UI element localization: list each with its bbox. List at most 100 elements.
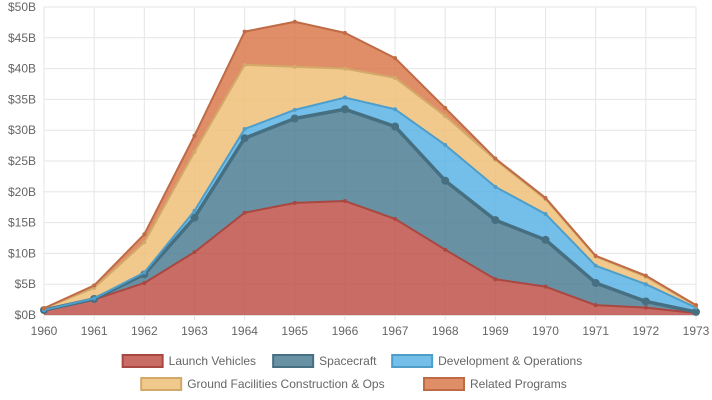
data-point-development-operations[interactable]: [393, 107, 398, 112]
x-tick-label: 1969: [482, 324, 509, 338]
x-tick-label: 1960: [31, 324, 58, 338]
data-point-related-programs[interactable]: [42, 306, 46, 311]
y-tick-label: $10B: [8, 246, 36, 260]
y-tick-label: $0B: [15, 308, 36, 322]
legend-label: Spacecraft: [319, 354, 377, 368]
data-point-launch-vehicles[interactable]: [142, 280, 147, 285]
data-point-spacecraft[interactable]: [340, 105, 349, 114]
data-point-launch-vehicles[interactable]: [292, 200, 297, 205]
data-point-ground-facilities-construction-ops[interactable]: [142, 240, 147, 245]
data-point-launch-vehicles[interactable]: [242, 210, 247, 215]
data-point-related-programs[interactable]: [242, 29, 247, 34]
data-point-related-programs[interactable]: [694, 303, 698, 308]
data-point-ground-facilities-construction-ops[interactable]: [292, 64, 297, 69]
data-point-launch-vehicles[interactable]: [342, 199, 347, 204]
data-point-development-operations[interactable]: [292, 107, 297, 112]
line-development-operations: [43, 96, 697, 312]
legend-item-related-programs[interactable]: Related Programs: [423, 377, 567, 391]
data-point-spacecraft[interactable]: [190, 213, 199, 222]
data-point-launch-vehicles[interactable]: [393, 216, 398, 221]
legend-swatch: [272, 354, 315, 368]
data-point-related-programs[interactable]: [92, 283, 97, 288]
data-point-development-operations[interactable]: [142, 270, 147, 275]
data-point-related-programs[interactable]: [443, 106, 448, 111]
data-point-related-programs[interactable]: [543, 195, 548, 200]
area-launch-vehicles[interactable]: [44, 201, 696, 315]
data-point-ground-facilities-construction-ops[interactable]: [242, 62, 247, 67]
x-tick-label: 1961: [81, 324, 108, 338]
legend-label: Launch Vehicles: [169, 354, 256, 368]
x-tick-label: 1970: [532, 324, 559, 338]
data-point-launch-vehicles[interactable]: [593, 303, 598, 308]
data-point-development-operations[interactable]: [192, 208, 197, 213]
data-point-development-operations[interactable]: [543, 211, 548, 216]
data-point-spacecraft[interactable]: [541, 235, 550, 244]
x-tick-label: 1966: [332, 324, 359, 338]
x-tick-label: 1962: [131, 324, 158, 338]
legend-item-ground-facilities-construction-ops[interactable]: Ground Facilities Construction & Ops: [140, 377, 385, 391]
legend-label: Ground Facilities Construction & Ops: [187, 377, 384, 391]
x-tick-label: 1963: [181, 324, 208, 338]
legend-item-spacecraft[interactable]: Spacecraft: [272, 354, 377, 368]
y-tick-label: $40B: [8, 62, 36, 76]
data-point-launch-vehicles[interactable]: [493, 277, 498, 282]
y-tick-label: $15B: [8, 216, 36, 230]
y-axis-tick-labels: $0B $5B $10B $15B $20B $25B $30B $35B $40B $45B $5…: [8, 0, 36, 322]
data-point-development-operations[interactable]: [242, 126, 247, 131]
area-ground-facilities-construction-ops[interactable]: [44, 64, 696, 311]
y-tick-label: $50B: [8, 0, 36, 14]
data-point-launch-vehicles[interactable]: [543, 284, 548, 289]
data-point-launch-vehicles[interactable]: [443, 247, 448, 252]
x-tick-label: 1972: [632, 324, 659, 338]
data-point-spacecraft[interactable]: [491, 216, 500, 225]
data-point-related-programs[interactable]: [292, 19, 297, 24]
data-point-development-operations[interactable]: [593, 263, 598, 268]
x-tick-label: 1971: [582, 324, 609, 338]
data-point-ground-facilities-construction-ops[interactable]: [192, 149, 197, 154]
data-point-spacecraft[interactable]: [692, 307, 700, 316]
data-point-spacecraft[interactable]: [240, 134, 249, 143]
data-point-spacecraft[interactable]: [591, 278, 600, 287]
data-point-spacecraft[interactable]: [641, 297, 650, 306]
legend-item-development-operations[interactable]: Development & Operations: [391, 354, 582, 368]
data-point-related-programs[interactable]: [342, 30, 347, 35]
y-tick-label: $45B: [8, 31, 36, 45]
data-point-related-programs[interactable]: [142, 232, 147, 237]
data-point-ground-facilities-construction-ops[interactable]: [342, 66, 347, 71]
area-spacecraft[interactable]: [44, 109, 696, 314]
data-point-development-operations[interactable]: [342, 95, 347, 100]
data-point-related-programs[interactable]: [593, 253, 598, 258]
x-tick-label: 1968: [432, 324, 459, 338]
data-point-related-programs[interactable]: [643, 273, 648, 278]
area-development-operations[interactable]: [44, 97, 696, 312]
y-tick-label: $35B: [8, 92, 36, 106]
chart-areas: [44, 21, 696, 315]
data-point-spacecraft[interactable]: [441, 176, 450, 185]
data-point-development-operations[interactable]: [443, 142, 448, 147]
data-point-ground-facilities-construction-ops[interactable]: [443, 114, 448, 119]
x-tick-label: 1964: [231, 324, 258, 338]
legend-item-launch-vehicles[interactable]: Launch Vehicles: [121, 354, 256, 368]
y-tick-label: $25B: [8, 154, 36, 168]
data-point-development-operations[interactable]: [643, 282, 648, 287]
data-point-related-programs[interactable]: [192, 133, 197, 138]
legend-label: Development & Operations: [438, 354, 582, 368]
data-point-related-programs[interactable]: [393, 56, 398, 61]
legend-label: Related Programs: [470, 377, 567, 391]
data-point-launch-vehicles[interactable]: [192, 250, 197, 255]
data-point-development-operations[interactable]: [493, 184, 498, 189]
data-point-spacecraft[interactable]: [391, 122, 400, 131]
chart-legend[interactable]: Launch Vehicles Spacecraft Development & O…: [121, 354, 583, 391]
line-related-programs: [43, 20, 697, 310]
y-tick-label: $30B: [8, 123, 36, 137]
data-point-ground-facilities-construction-ops[interactable]: [393, 75, 398, 80]
legend-swatch: [140, 377, 183, 391]
data-point-related-programs[interactable]: [493, 156, 498, 161]
y-tick-label: $5B: [15, 277, 36, 291]
data-point-launch-vehicles[interactable]: [643, 305, 648, 310]
x-tick-label: 1965: [281, 324, 308, 338]
x-tick-label: 1973: [683, 324, 710, 338]
legend-swatch: [121, 354, 164, 368]
data-point-spacecraft[interactable]: [290, 114, 299, 123]
data-point-development-operations[interactable]: [92, 296, 97, 301]
